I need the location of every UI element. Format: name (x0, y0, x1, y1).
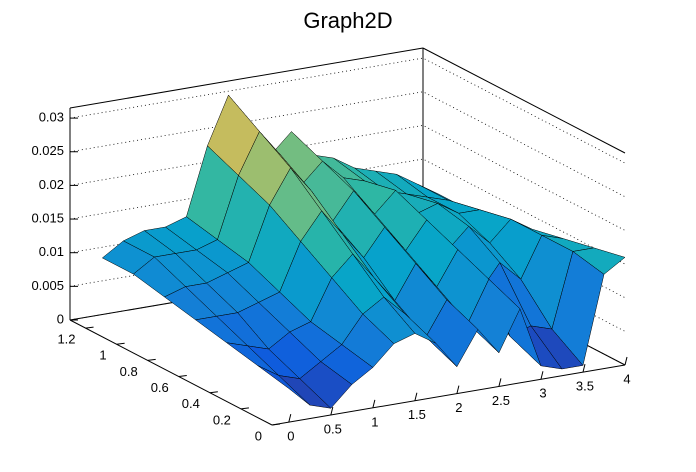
y-tick-label: 0.2 (213, 412, 231, 427)
y-tick (271, 423, 281, 426)
y-tick-label: 0.4 (182, 396, 200, 411)
x-tick (456, 385, 460, 394)
z-tick-label: 0.005 (31, 278, 64, 293)
y-tick-label: 1 (99, 348, 106, 363)
x-tick-label: 4 (623, 371, 630, 386)
y-tick (147, 358, 156, 361)
y-tick (85, 326, 94, 329)
x-tick (624, 356, 628, 366)
y-tick (240, 407, 249, 410)
y-tick (209, 391, 218, 394)
y-tick-label: 0.6 (151, 380, 169, 395)
x-tick (540, 371, 544, 380)
box-edge (69, 47, 424, 109)
x-tick-label: 3.5 (576, 379, 594, 394)
x-tick-label: 2 (455, 400, 462, 415)
y-tick (178, 375, 187, 378)
z-tick-label: 0.02 (39, 177, 64, 192)
x-tick-label: 1.5 (408, 407, 426, 422)
z-tick-label: 0.03 (39, 110, 64, 125)
x-tick-label: 0.5 (324, 421, 342, 436)
z-tick-label: 0.025 (31, 143, 64, 158)
x-tick-label: 1 (371, 414, 378, 429)
y-axis (69, 319, 273, 426)
x-tick (414, 392, 418, 401)
x-tick (498, 378, 502, 387)
z-tick-label: 0.015 (31, 210, 64, 225)
x-tick-label: 0 (287, 429, 294, 444)
x-tick-label: 2.5 (492, 393, 510, 408)
x-tick (372, 399, 376, 408)
x-tick (330, 406, 334, 416)
surface-cell (257, 365, 310, 406)
box-edge (422, 47, 626, 154)
y-tick (116, 342, 125, 345)
y-tick-label: 1.2 (57, 332, 75, 347)
y-tick-label: 0 (255, 428, 262, 443)
z-tick-label: 0 (57, 311, 64, 326)
z-tick-label: 0.01 (39, 244, 64, 259)
x-tick (288, 414, 292, 423)
chart-title: Graph2D (303, 8, 392, 33)
y-tick-label: 0.8 (120, 364, 138, 379)
x-tick (582, 364, 586, 373)
x-tick-label: 3 (539, 386, 546, 401)
